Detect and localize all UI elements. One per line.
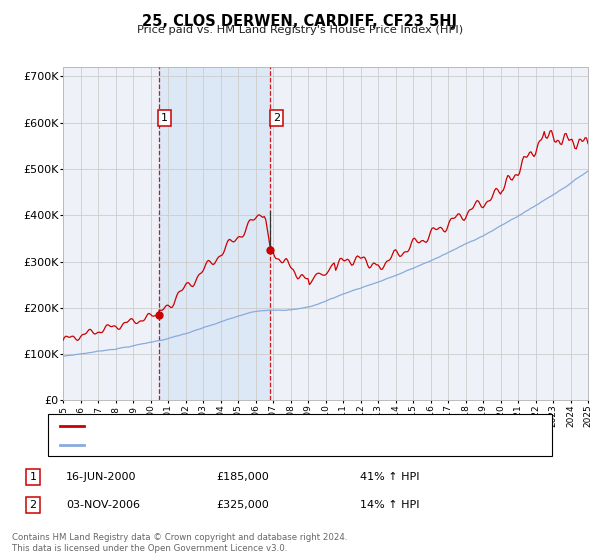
Text: Contains HM Land Registry data © Crown copyright and database right 2024.
This d: Contains HM Land Registry data © Crown c… (12, 533, 347, 553)
Text: 41% ↑ HPI: 41% ↑ HPI (360, 472, 419, 482)
Text: £325,000: £325,000 (216, 500, 269, 510)
Bar (158, 67, 270, 400)
Text: 1: 1 (161, 113, 168, 123)
Text: Price paid vs. HM Land Registry's House Price Index (HPI): Price paid vs. HM Land Registry's House … (137, 25, 463, 35)
Text: 2: 2 (273, 113, 280, 123)
Text: 25, CLOS DERWEN, CARDIFF, CF23 5HJ (detached house): 25, CLOS DERWEN, CARDIFF, CF23 5HJ (deta… (93, 421, 389, 431)
Text: 14% ↑ HPI: 14% ↑ HPI (360, 500, 419, 510)
Text: 16-JUN-2000: 16-JUN-2000 (66, 472, 137, 482)
Text: £185,000: £185,000 (216, 472, 269, 482)
Text: 2: 2 (29, 500, 37, 510)
Text: 25, CLOS DERWEN, CARDIFF, CF23 5HJ: 25, CLOS DERWEN, CARDIFF, CF23 5HJ (143, 14, 458, 29)
Text: HPI: Average price, detached house, Cardiff: HPI: Average price, detached house, Card… (93, 440, 321, 450)
Text: 1: 1 (29, 472, 37, 482)
Text: 03-NOV-2006: 03-NOV-2006 (66, 500, 140, 510)
